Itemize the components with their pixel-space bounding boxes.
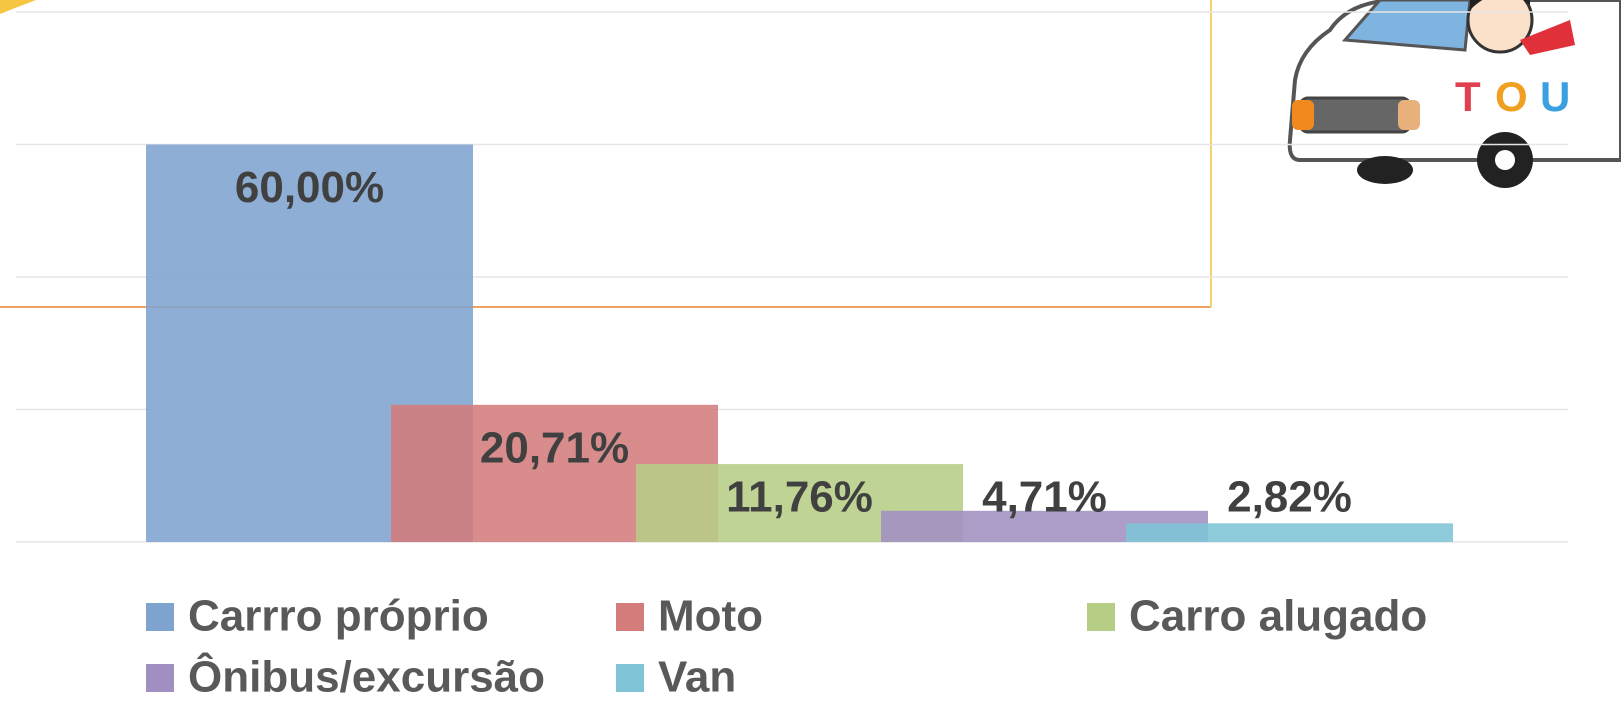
legend-label: Van [658,653,736,702]
legend-label: Moto [658,592,763,641]
data-label: 11,76% [726,473,873,522]
data-label: 20,71% [480,423,629,472]
legend-swatch [1087,603,1115,631]
legend-label: Ônibus/excursão [188,651,545,702]
legend-label: Carro alugado [1129,592,1427,641]
legend-swatch [616,664,644,692]
svg-text:T: T [1455,73,1481,120]
data-label: 2,82% [1227,473,1352,522]
data-label: 60,00% [235,163,384,212]
data-label: 4,71% [982,473,1107,522]
corner-arc [0,0,36,14]
svg-text:O: O [1495,73,1528,120]
legend-swatch [616,603,644,631]
bar [1126,523,1453,542]
legend-swatch [146,603,174,631]
van-illustration: T O U [1287,0,1621,188]
legend-swatch [146,664,174,692]
legend-label: Carrro próprio [188,592,489,641]
svg-text:U: U [1540,73,1570,120]
